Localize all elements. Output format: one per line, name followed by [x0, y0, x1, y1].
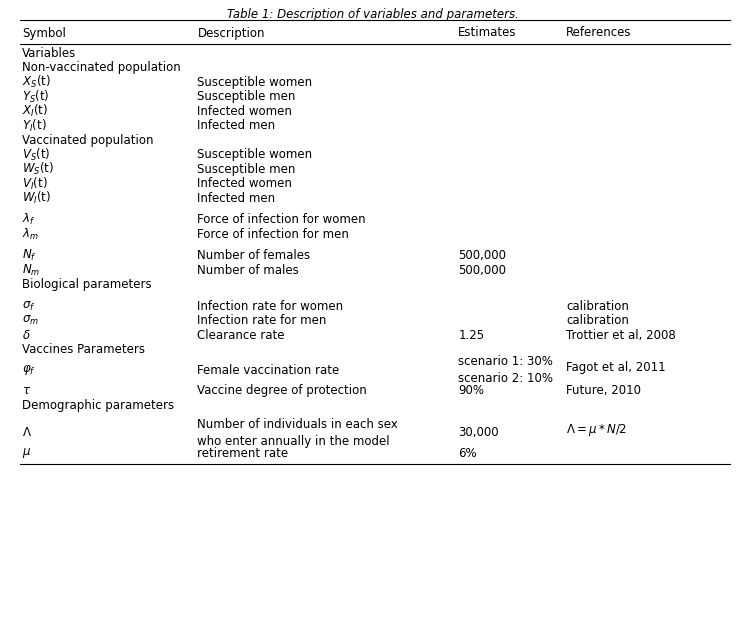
- Text: 90%: 90%: [458, 384, 484, 397]
- Text: $\lambda_f$: $\lambda_f$: [22, 212, 36, 228]
- Text: $V_S$(t): $V_S$(t): [22, 147, 51, 163]
- Text: Symbol: Symbol: [22, 26, 66, 40]
- Text: Vaccines Parameters: Vaccines Parameters: [22, 343, 145, 356]
- Text: Infection rate for men: Infection rate for men: [197, 314, 327, 328]
- Text: Susceptible men: Susceptible men: [197, 90, 296, 103]
- Text: Biological parameters: Biological parameters: [22, 278, 152, 291]
- Text: $\varphi_f$: $\varphi_f$: [22, 363, 36, 378]
- Text: $W_S$(t): $W_S$(t): [22, 161, 54, 178]
- Text: $V_I$(t): $V_I$(t): [22, 176, 48, 192]
- Text: Future, 2010: Future, 2010: [566, 384, 641, 397]
- Text: Variables: Variables: [22, 47, 77, 60]
- Text: Vaccine degree of protection: Vaccine degree of protection: [197, 384, 367, 397]
- Text: Infected men: Infected men: [197, 119, 276, 132]
- Text: Vaccinated population: Vaccinated population: [22, 134, 154, 147]
- Text: $\sigma_m$: $\sigma_m$: [22, 314, 39, 328]
- Text: Female vaccination rate: Female vaccination rate: [197, 363, 340, 377]
- Text: Infected women: Infected women: [197, 104, 292, 118]
- Text: Number of males: Number of males: [197, 263, 299, 277]
- Text: 30,000: 30,000: [458, 426, 499, 439]
- Text: $N_f$: $N_f$: [22, 248, 37, 263]
- Text: Infected women: Infected women: [197, 178, 292, 190]
- Text: Clearance rate: Clearance rate: [197, 329, 285, 342]
- Text: References: References: [566, 26, 632, 40]
- Text: Number of individuals in each sex
who enter annually in the model: Number of individuals in each sex who en…: [197, 418, 398, 448]
- Text: scenario 1: 30%
scenario 2: 10%: scenario 1: 30% scenario 2: 10%: [458, 355, 554, 385]
- Text: Susceptible men: Susceptible men: [197, 163, 296, 176]
- Text: Susceptible women: Susceptible women: [197, 76, 313, 88]
- Text: $Y_S$(t): $Y_S$(t): [22, 88, 50, 104]
- Text: 1.25: 1.25: [458, 329, 484, 342]
- Text: calibration: calibration: [566, 300, 629, 313]
- Text: $\lambda_m$: $\lambda_m$: [22, 227, 39, 242]
- Text: $\delta$: $\delta$: [22, 329, 31, 342]
- Text: Number of females: Number of females: [197, 249, 311, 262]
- Text: $X_S$(t): $X_S$(t): [22, 74, 51, 90]
- Text: $Y_I$(t): $Y_I$(t): [22, 118, 47, 134]
- Text: retirement rate: retirement rate: [197, 447, 288, 460]
- Text: Estimates: Estimates: [458, 26, 517, 40]
- Text: Description: Description: [197, 26, 265, 40]
- Text: Non-vaccinated population: Non-vaccinated population: [22, 62, 181, 74]
- Text: 500,000: 500,000: [458, 263, 506, 277]
- Text: $\Lambda = \mu * N/2$: $\Lambda = \mu * N/2$: [566, 422, 627, 438]
- Text: $W_I$(t): $W_I$(t): [22, 190, 51, 206]
- Text: Trottier et al, 2008: Trottier et al, 2008: [566, 329, 676, 342]
- Text: $\Lambda$: $\Lambda$: [22, 426, 32, 439]
- Text: $\sigma_f$: $\sigma_f$: [22, 300, 36, 313]
- Text: Infection rate for women: Infection rate for women: [197, 300, 343, 313]
- Text: $N_m$: $N_m$: [22, 263, 41, 278]
- Text: $\mu$: $\mu$: [22, 446, 31, 460]
- Text: Fagot et al, 2011: Fagot et al, 2011: [566, 361, 666, 374]
- Text: Demographic parameters: Demographic parameters: [22, 399, 174, 412]
- Text: 6%: 6%: [458, 447, 477, 460]
- Text: Susceptible women: Susceptible women: [197, 148, 313, 162]
- Text: $\tau$: $\tau$: [22, 384, 31, 397]
- Text: Force of infection for men: Force of infection for men: [197, 228, 349, 241]
- Text: Infected men: Infected men: [197, 192, 276, 204]
- Text: Force of infection for women: Force of infection for women: [197, 213, 366, 226]
- Text: 500,000: 500,000: [458, 249, 506, 262]
- Text: $X_I$(t): $X_I$(t): [22, 103, 48, 119]
- Text: Table 1: Description of variables and parameters.: Table 1: Description of variables and pa…: [226, 8, 519, 21]
- Text: calibration: calibration: [566, 314, 629, 328]
